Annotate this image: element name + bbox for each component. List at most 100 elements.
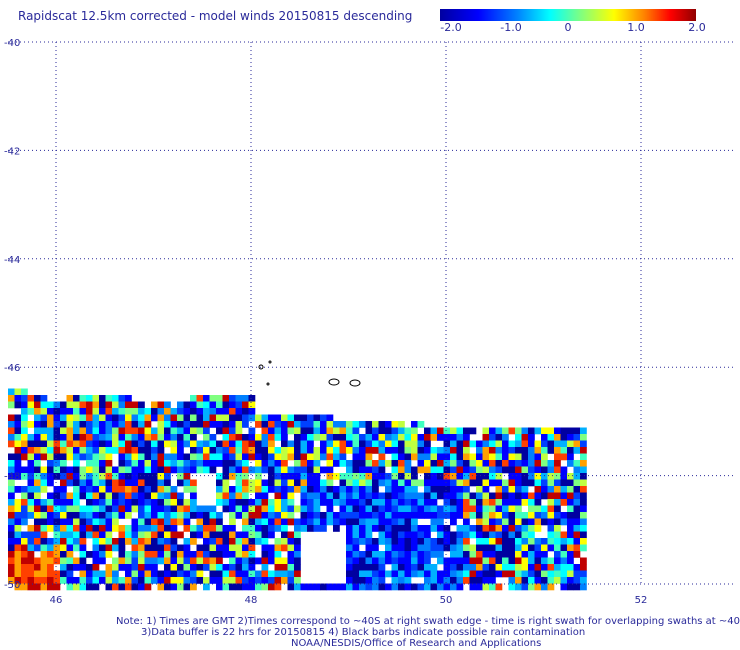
colorbar <box>440 9 696 21</box>
map-title: Rapidscat 12.5km corrected - model winds… <box>18 9 413 23</box>
data-cell <box>60 421 67 428</box>
data-cell <box>300 414 308 422</box>
data-cell <box>157 551 165 558</box>
data-cell <box>404 440 412 448</box>
data-cell <box>320 414 327 422</box>
data-cell <box>281 525 288 532</box>
data-cell <box>190 434 197 441</box>
data-cell <box>495 570 503 578</box>
data-cell <box>417 531 425 539</box>
data-cell <box>242 551 249 558</box>
data-cell <box>235 538 243 545</box>
data-cell <box>534 544 542 552</box>
data-cell <box>482 460 490 467</box>
data-cell <box>541 460 548 467</box>
data-cell <box>183 570 191 578</box>
data-cell <box>144 544 152 552</box>
data-cell <box>151 427 158 435</box>
data-cell <box>112 505 119 513</box>
data-cell <box>112 557 119 565</box>
data-cell <box>105 525 113 532</box>
data-cell <box>378 564 386 571</box>
data-cell <box>60 401 67 409</box>
data-cell <box>482 479 490 487</box>
data-cell <box>352 518 360 526</box>
data-cell <box>66 473 74 480</box>
data-cell <box>131 460 139 467</box>
data-cell <box>34 421 41 428</box>
data-cell <box>8 512 15 519</box>
data-cell <box>463 577 470 584</box>
data-cell <box>313 427 321 435</box>
data-cell <box>573 577 581 584</box>
data-cell <box>151 512 158 519</box>
data-cell <box>40 544 48 552</box>
data-cell <box>157 401 165 409</box>
data-cell <box>547 564 555 571</box>
data-cell <box>216 486 223 493</box>
data-cell <box>138 466 145 474</box>
data-cell <box>307 440 314 448</box>
data-cell <box>190 414 197 422</box>
data-cell <box>118 531 126 539</box>
data-cell <box>27 570 35 578</box>
data-cell <box>248 544 256 552</box>
data-cell <box>404 557 412 565</box>
data-cell <box>183 466 191 474</box>
data-cell <box>404 551 412 558</box>
data-cell <box>99 453 106 461</box>
data-cell <box>411 499 418 506</box>
data-cell <box>209 401 217 409</box>
data-cell <box>73 414 80 422</box>
data-cell <box>242 499 249 506</box>
data-cell <box>398 473 405 480</box>
data-cell <box>359 570 366 578</box>
data-cell <box>346 434 353 441</box>
data-cell <box>365 427 373 435</box>
data-cell <box>268 525 275 532</box>
data-cell <box>248 518 256 526</box>
data-cell <box>164 577 171 584</box>
data-cell <box>164 492 171 500</box>
data-cell <box>404 499 412 506</box>
data-cell <box>541 492 548 500</box>
data-cell <box>307 453 314 461</box>
data-cell <box>294 505 301 513</box>
data-cell <box>489 479 496 487</box>
data-cell <box>560 492 568 500</box>
data-cell <box>53 434 61 441</box>
data-cell <box>8 544 15 552</box>
data-cell <box>144 525 152 532</box>
data-cell <box>209 460 217 467</box>
data-cell <box>476 512 483 519</box>
data-cell <box>515 538 522 545</box>
data-cell <box>79 564 87 571</box>
data-cell <box>164 518 171 526</box>
data-cell <box>235 557 243 565</box>
data-cell <box>73 473 80 480</box>
data-cell <box>99 460 106 467</box>
data-cell <box>8 518 15 526</box>
data-cell <box>534 583 542 591</box>
data-cell <box>378 570 386 578</box>
data-cell <box>463 440 470 448</box>
data-cell <box>469 570 477 578</box>
data-cell <box>281 460 288 467</box>
data-cell <box>554 531 561 539</box>
data-cell <box>417 466 425 474</box>
data-cell <box>144 460 152 467</box>
data-cell <box>79 414 87 422</box>
data-cell <box>112 492 119 500</box>
data-cell <box>248 453 256 461</box>
data-cell <box>521 525 529 532</box>
data-cell <box>372 505 379 513</box>
data-cell <box>229 544 236 552</box>
data-cell <box>476 583 483 591</box>
data-cell <box>443 557 451 565</box>
data-cell <box>495 447 503 454</box>
note-line: 3)Data buffer is 22 hrs for 20150815 4) … <box>141 627 586 638</box>
data-cell <box>365 460 373 467</box>
data-cell <box>131 583 139 591</box>
data-cell <box>99 473 106 480</box>
data-cell <box>287 518 295 526</box>
